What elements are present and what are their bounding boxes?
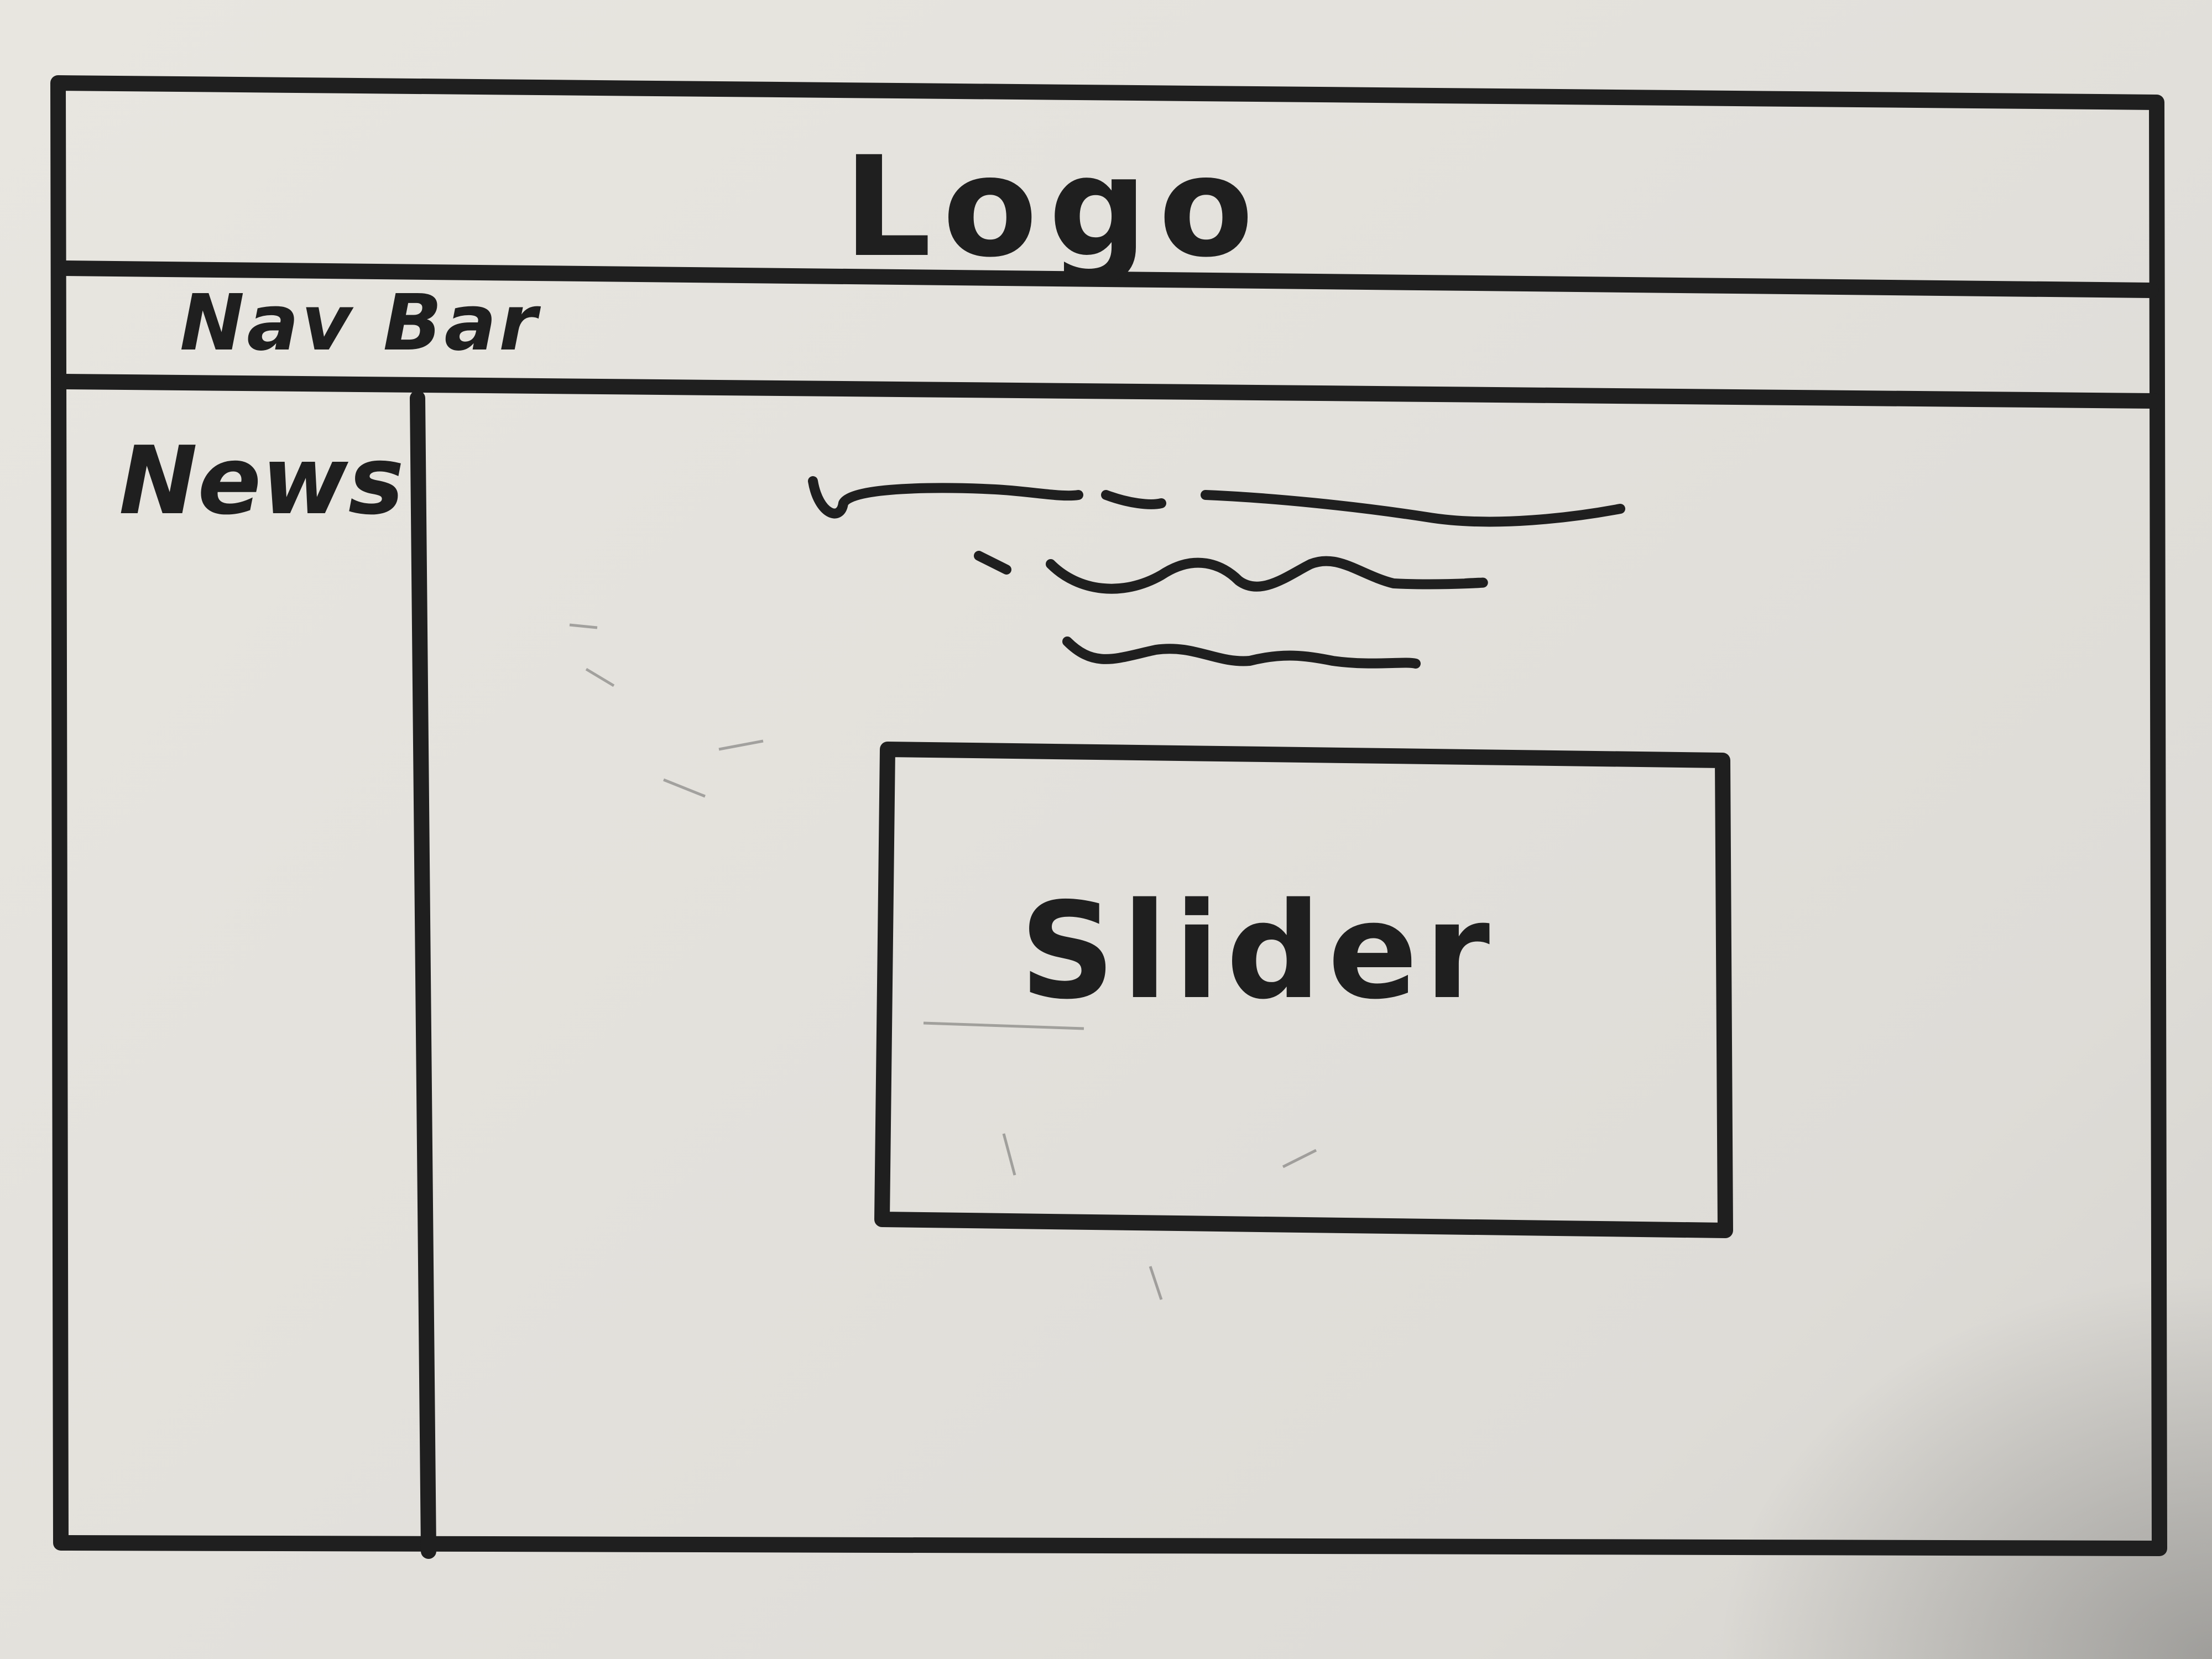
slider-box (874, 742, 1733, 1238)
sidebar-divider (410, 390, 436, 1559)
header-divider (56, 260, 2159, 298)
nav-bar-label: Nav Bar (180, 278, 539, 368)
page-frame (50, 75, 2167, 1556)
text-placeholder-lines (808, 476, 1625, 669)
placeholder-line-2 (974, 551, 1488, 594)
slider-label: Slider (1019, 874, 1497, 1029)
placeholder-line-3 (1062, 637, 1421, 669)
smudge-marks (569, 623, 1317, 1300)
news-sidebar-label: News (119, 426, 404, 536)
navbar-divider (56, 374, 2162, 409)
logo: Logo (843, 127, 1265, 288)
placeholder-line-1 (808, 476, 1625, 527)
paper-shadow (1714, 1272, 2212, 1659)
